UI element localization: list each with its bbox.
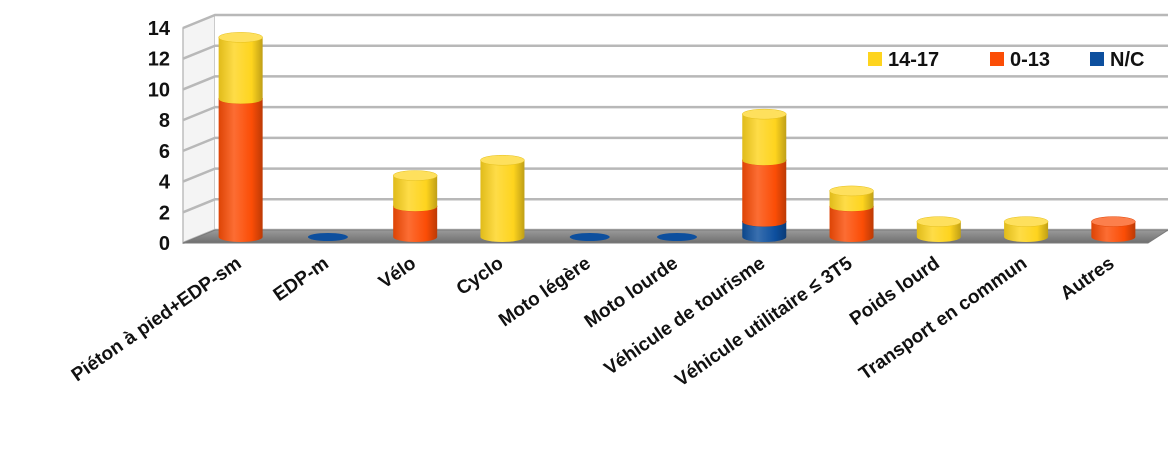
empty-bar-marker — [307, 233, 348, 241]
bar-segment-0-13 — [218, 98, 263, 242]
legend-label: N/C — [1110, 49, 1144, 71]
bar-group — [1091, 216, 1136, 242]
bar-top-cap — [218, 32, 263, 43]
bar-segment-14-17 — [218, 37, 263, 104]
legend: 14-17 0-13 N/C — [868, 49, 1144, 71]
bar-segment-14-17 — [916, 221, 961, 242]
legend-label: 0-13 — [1010, 49, 1050, 71]
bar-group — [829, 185, 874, 242]
x-category-label: Piéton à pied+EDP-sm — [68, 253, 246, 386]
bar-segment-14-17 — [480, 160, 525, 242]
x-category-label: Transport en commun — [855, 253, 1030, 385]
y-tick-label: 12 — [148, 49, 170, 71]
bar-group — [392, 170, 438, 242]
x-category-label: Moto légère — [495, 253, 594, 331]
bar-top-cap — [1091, 216, 1136, 227]
y-tick-label: 4 — [159, 172, 171, 194]
legend-label: 14-17 — [888, 49, 939, 71]
y-tick-label: 0 — [159, 233, 170, 255]
side-wall — [182, 13, 216, 245]
y-tick-label: 14 — [148, 18, 171, 40]
bar-top-cap — [829, 185, 874, 197]
gridline — [182, 105, 1168, 122]
x-category-label: Cyclo — [453, 253, 507, 300]
bar-top-cap — [1003, 216, 1049, 227]
gridline — [182, 44, 1168, 60]
bar-segment-0-13 — [829, 206, 874, 242]
gridline — [182, 75, 1168, 91]
bar-group — [916, 216, 962, 242]
legend-swatch — [868, 52, 882, 66]
bar-group — [307, 233, 348, 241]
bar-segment-14-17 — [829, 190, 874, 212]
bar-top-cap — [742, 108, 787, 120]
gridline — [182, 167, 1168, 183]
bar-top-cap — [480, 154, 525, 166]
bar-group — [480, 154, 525, 242]
y-tick-label: 10 — [148, 79, 170, 101]
bar-group — [569, 233, 610, 241]
empty-bar-marker — [569, 233, 610, 241]
bar-group — [742, 108, 787, 242]
bar-top-cap — [916, 216, 962, 227]
bar-segment-n-c — [742, 221, 787, 242]
back-wall — [215, 15, 1168, 230]
bar-segment-14-17 — [393, 175, 438, 212]
y-tick-label: 6 — [159, 141, 170, 163]
bar-segment-0-13 — [742, 160, 787, 227]
bar-segment-0-13 — [393, 206, 438, 242]
legend-swatch — [990, 52, 1004, 66]
gridline — [182, 136, 1168, 153]
bar-top-cap — [392, 170, 438, 181]
gridline — [182, 13, 1168, 30]
bar-group — [1003, 216, 1049, 242]
x-category-label: Véhicule de tourisme — [601, 253, 770, 380]
y-tick-label: 2 — [159, 202, 170, 224]
legend-swatch — [1090, 52, 1104, 66]
x-category-label: Autres — [1057, 253, 1118, 305]
y-tick-label: 8 — [159, 110, 170, 132]
bar-group — [218, 32, 263, 242]
x-category-label: EDP-m — [270, 253, 333, 306]
x-category-label: Vélo — [375, 253, 420, 293]
bar-segment-14-17 — [742, 114, 787, 166]
empty-bar-marker — [657, 233, 697, 241]
bar-segment-14-17 — [1004, 221, 1049, 242]
bar-group — [657, 233, 697, 241]
bar-segment-0-13 — [1091, 221, 1136, 242]
